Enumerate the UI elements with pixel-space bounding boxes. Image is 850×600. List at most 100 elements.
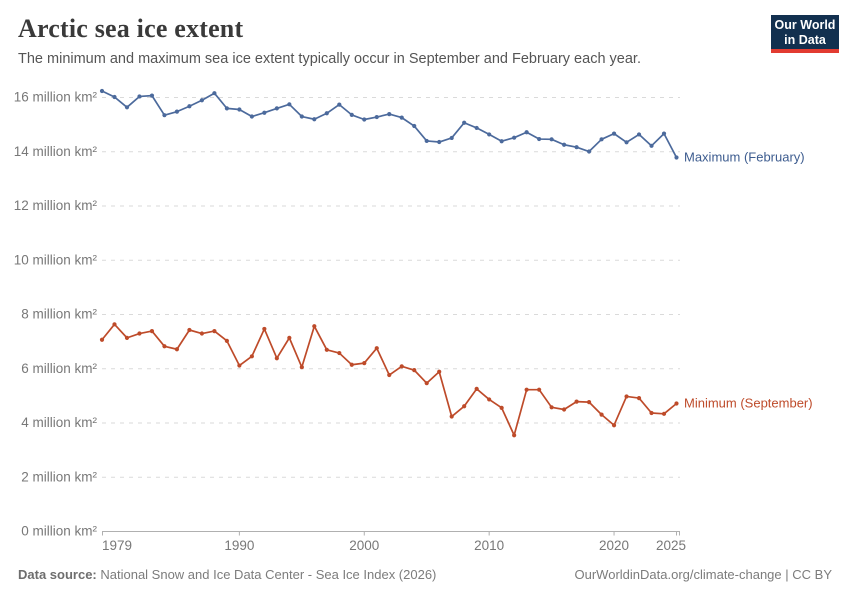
point-minimum-september-2018[interactable] (586, 400, 592, 405)
point-minimum-september-2023[interactable] (649, 410, 654, 416)
point-minimum-september-1992[interactable] (262, 326, 267, 332)
point-maximum-february-2019[interactable] (599, 137, 604, 142)
point-maximum-february-2015[interactable] (549, 137, 554, 142)
point-maximum-february-2022[interactable] (636, 132, 642, 137)
point-maximum-february-1984[interactable] (162, 113, 167, 118)
point-minimum-september-2001[interactable] (374, 346, 379, 351)
point-maximum-february-1989[interactable] (224, 106, 229, 111)
point-maximum-february-2024[interactable] (661, 131, 667, 136)
point-minimum-september-2022[interactable] (636, 395, 642, 401)
point-maximum-february-2006[interactable] (437, 139, 442, 145)
line-minimum-september[interactable] (101, 323, 678, 437)
point-maximum-february-1988[interactable] (212, 91, 217, 96)
point-minimum-september-1985[interactable] (174, 347, 180, 352)
point-maximum-february-1980[interactable] (112, 94, 117, 100)
point-maximum-february-1997[interactable] (324, 111, 329, 116)
point-maximum-february-2023[interactable] (649, 143, 654, 148)
point-maximum-february-1979[interactable] (99, 88, 105, 94)
point-minimum-september-2003[interactable] (399, 364, 404, 369)
point-minimum-september-1980[interactable] (112, 322, 117, 327)
point-minimum-september-2016[interactable] (561, 407, 567, 412)
point-minimum-september-2012[interactable] (512, 433, 517, 438)
point-maximum-february-1987[interactable] (199, 98, 205, 103)
point-maximum-february-1986[interactable] (187, 104, 192, 109)
point-minimum-september-1979[interactable] (99, 337, 105, 342)
point-maximum-february-1983[interactable] (149, 93, 155, 98)
point-maximum-february-2012[interactable] (512, 135, 517, 140)
point-maximum-february-2016[interactable] (561, 142, 567, 147)
point-minimum-september-2013[interactable] (524, 387, 529, 392)
point-minimum-september-2020[interactable] (611, 423, 617, 428)
point-maximum-february-2017[interactable] (574, 145, 579, 150)
point-maximum-february-2011[interactable] (499, 139, 504, 144)
point-minimum-september-2021[interactable] (624, 394, 629, 399)
point-minimum-september-2006[interactable] (437, 369, 442, 374)
point-minimum-september-1999[interactable] (349, 362, 354, 367)
point-minimum-september-1988[interactable] (212, 328, 217, 334)
point-minimum-september-1996[interactable] (312, 324, 317, 329)
point-minimum-september-2005[interactable] (424, 381, 429, 386)
point-minimum-september-2002[interactable] (387, 372, 392, 378)
point-maximum-february-2020[interactable] (611, 131, 617, 136)
point-minimum-september-2010[interactable] (487, 397, 492, 402)
point-minimum-september-1990[interactable] (237, 363, 242, 368)
point-maximum-february-2014[interactable] (537, 136, 542, 142)
point-maximum-february-2008[interactable] (462, 120, 467, 125)
point-minimum-september-1995[interactable] (299, 365, 304, 370)
point-minimum-september-2011[interactable] (499, 405, 504, 410)
point-maximum-february-1998[interactable] (337, 102, 342, 107)
point-maximum-february-2001[interactable] (374, 114, 379, 120)
owid-url-link[interactable]: OurWorldinData.org/climate-change (574, 567, 782, 582)
point-maximum-february-1996[interactable] (312, 117, 317, 122)
point-maximum-february-1995[interactable] (299, 114, 304, 119)
point-minimum-september-2024[interactable] (661, 411, 667, 416)
point-minimum-september-1983[interactable] (149, 328, 155, 334)
point-minimum-september-1987[interactable] (199, 331, 205, 336)
line-maximum-february[interactable] (101, 90, 678, 159)
point-minimum-september-1986[interactable] (187, 327, 192, 333)
series-label-minimum-september[interactable]: Minimum (September) (684, 396, 813, 411)
point-minimum-september-2004[interactable] (412, 368, 417, 373)
point-maximum-february-1992[interactable] (262, 110, 267, 115)
series-label-maximum-february[interactable]: Maximum (February) (684, 149, 805, 164)
point-maximum-february-1981[interactable] (124, 105, 130, 110)
point-minimum-september-2007[interactable] (449, 414, 454, 419)
point-maximum-february-1991[interactable] (249, 114, 254, 119)
point-maximum-february-2025[interactable] (674, 155, 679, 160)
point-minimum-september-2025[interactable] (674, 401, 679, 406)
point-minimum-september-1984[interactable] (162, 344, 167, 349)
point-minimum-september-1994[interactable] (287, 335, 292, 340)
point-maximum-february-2003[interactable] (399, 115, 404, 120)
point-minimum-september-1993[interactable] (274, 356, 279, 361)
point-maximum-february-2005[interactable] (424, 138, 429, 144)
point-minimum-september-1998[interactable] (337, 350, 342, 356)
point-minimum-september-2014[interactable] (537, 387, 542, 392)
point-maximum-february-1990[interactable] (237, 107, 242, 112)
point-maximum-february-2018[interactable] (586, 149, 592, 154)
point-maximum-february-1994[interactable] (287, 102, 292, 107)
point-minimum-september-1982[interactable] (137, 331, 142, 336)
point-maximum-february-2021[interactable] (624, 140, 629, 145)
point-maximum-february-2007[interactable] (449, 135, 454, 141)
point-maximum-february-1999[interactable] (349, 112, 354, 118)
point-maximum-february-2000[interactable] (362, 117, 367, 122)
point-maximum-february-1993[interactable] (274, 106, 279, 111)
point-maximum-february-2010[interactable] (487, 132, 492, 137)
point-maximum-february-2002[interactable] (387, 111, 392, 117)
point-maximum-february-2004[interactable] (412, 123, 417, 129)
point-maximum-february-2013[interactable] (524, 130, 529, 135)
point-minimum-september-2017[interactable] (574, 399, 579, 404)
point-minimum-september-2009[interactable] (474, 386, 479, 391)
point-minimum-september-2000[interactable] (362, 360, 367, 366)
point-maximum-february-2009[interactable] (474, 125, 479, 131)
point-minimum-september-1989[interactable] (224, 338, 229, 343)
point-maximum-february-1985[interactable] (174, 109, 180, 114)
point-minimum-september-2008[interactable] (462, 404, 467, 409)
point-minimum-september-2015[interactable] (549, 405, 554, 410)
owid-logo[interactable]: Our World in Data (771, 15, 839, 53)
point-maximum-february-1982[interactable] (137, 94, 142, 99)
point-minimum-september-1991[interactable] (249, 354, 254, 359)
point-minimum-september-1981[interactable] (124, 335, 130, 340)
point-minimum-september-2019[interactable] (599, 412, 604, 417)
